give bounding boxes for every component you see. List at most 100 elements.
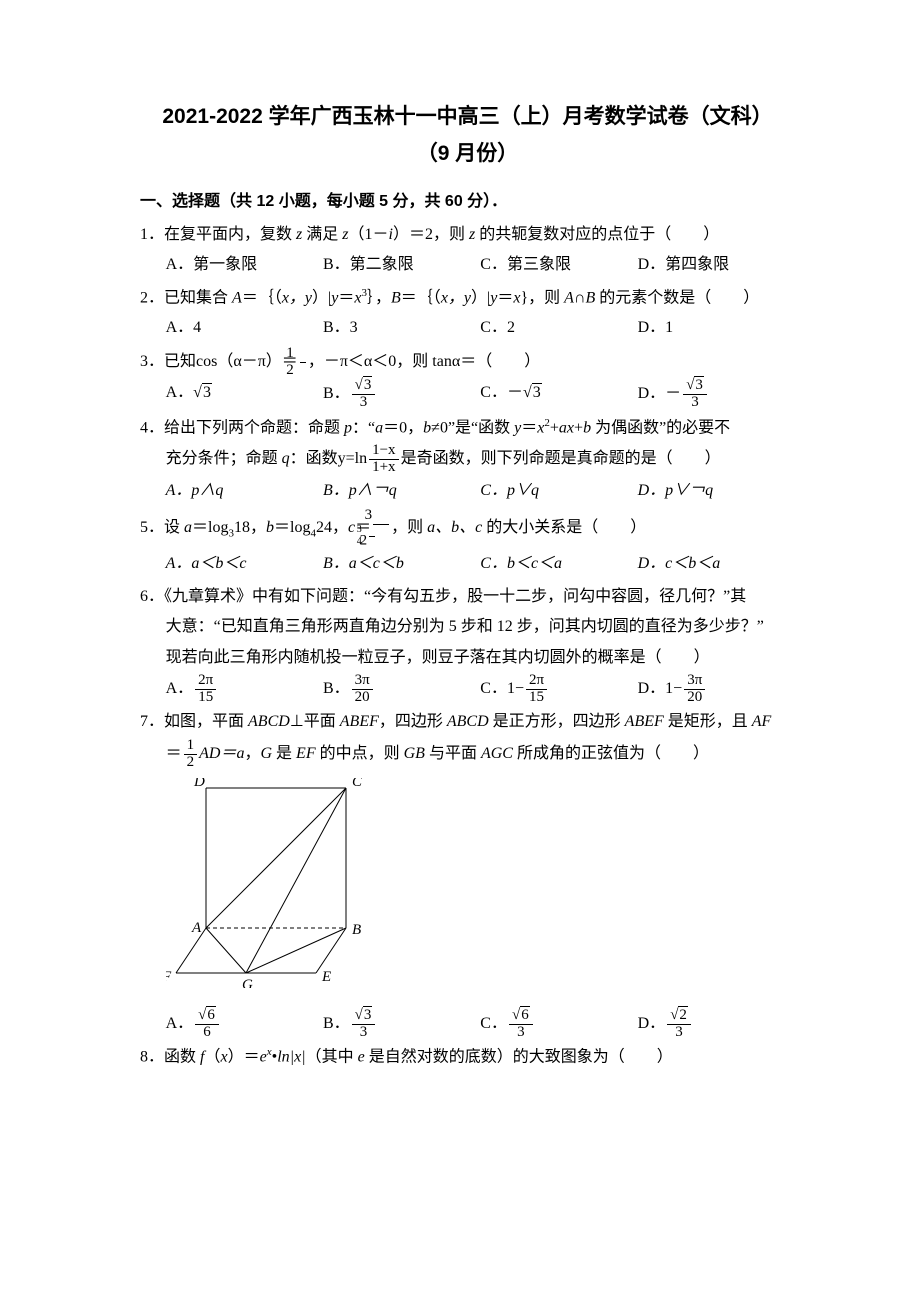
geometry-diagram: DCABFGE bbox=[166, 778, 376, 988]
q5-choice-a[interactable]: A．a＜b＜c bbox=[166, 549, 323, 579]
q7c-frac: 63 bbox=[509, 1008, 533, 1041]
q6-choice-a[interactable]: A．2π15 bbox=[166, 673, 323, 706]
q5-expfrac: 34 bbox=[369, 525, 375, 547]
q7-abcd1: ABCD bbox=[248, 713, 290, 730]
q3b-frac: 33 bbox=[352, 378, 376, 411]
q5-ed: 4 bbox=[369, 537, 375, 548]
q1-choice-d[interactable]: D．第四象限 bbox=[638, 250, 795, 280]
q2-choice-d[interactable]: D．1 bbox=[638, 313, 795, 343]
q2-t4: ｝， bbox=[367, 289, 391, 306]
q6b-d: 20 bbox=[352, 690, 373, 706]
q1-stem: 1．在复平面内，复数 z 满足 z（1－i）＝2，则 z 的共轭复数对应的点位于… bbox=[140, 220, 795, 250]
q3d-frac: 33 bbox=[683, 378, 707, 411]
q5-a: a bbox=[184, 520, 192, 537]
exam-title-line1: 2021-2022 学年广西玉林十一中高三（上）月考数学试卷（文科） bbox=[140, 100, 795, 134]
q4-choice-c[interactable]: C．p∨q bbox=[480, 476, 637, 506]
q7-stem-2: ＝12AD＝a，G 是 EF 的中点，则 GB 与平面 AGC 所成角的正弦值为… bbox=[140, 738, 795, 771]
q5-log4: log bbox=[290, 520, 310, 537]
q3-choice-c[interactable]: C．－3 bbox=[480, 378, 637, 411]
q3-choice-b[interactable]: B．33 bbox=[323, 378, 480, 411]
q7-choice-c[interactable]: C．63 bbox=[480, 1008, 637, 1041]
q6-choices: A．2π15 B．3π20 C．1−2π15 D．1−3π20 bbox=[140, 673, 795, 706]
q4-t6: 充分条件；命题 bbox=[166, 450, 282, 467]
q3d-den: 3 bbox=[683, 395, 707, 411]
q3b-sqrt: 3 bbox=[355, 378, 373, 394]
q4-stem-2: 充分条件；命题 q：函数y=ln1−x1+x是奇函数，则下列命题是真命题的是（ … bbox=[140, 443, 795, 476]
q6c-n: 2π bbox=[526, 673, 547, 690]
q1-choice-a[interactable]: A．第一象限 bbox=[166, 250, 323, 280]
q3c-sqrt: 3 bbox=[523, 378, 542, 408]
q7-abef2: ABEF bbox=[625, 713, 664, 730]
question-8: 8．函数 f（x）＝ex•ln|x|（其中 e 是自然对数的底数）的大致图象为（… bbox=[140, 1042, 795, 1073]
q1-number: 1． bbox=[140, 226, 164, 243]
q7-gb: GB bbox=[404, 745, 425, 762]
q7-perp: ⊥ bbox=[290, 713, 304, 730]
q3-stem: 3．已知cos（α－π）＝12，－π＜α＜0，则 tanα＝（ ） bbox=[140, 346, 795, 379]
q2-choice-b[interactable]: B．3 bbox=[323, 313, 480, 343]
q3b-num: 3 bbox=[352, 378, 376, 395]
q3-t1: 已知cos（α－π）＝ bbox=[164, 353, 298, 370]
q1-choice-b[interactable]: B．第二象限 bbox=[323, 250, 480, 280]
q5-en: 3 bbox=[369, 525, 375, 537]
q6b-n: 3π bbox=[352, 673, 373, 690]
q8-t1: 函数 bbox=[164, 1049, 200, 1066]
q7c-den: 3 bbox=[509, 1025, 533, 1041]
q8-e2: e bbox=[358, 1049, 365, 1066]
q7d-num: 2 bbox=[667, 1008, 691, 1025]
q7-t6: ， bbox=[244, 745, 260, 762]
q6-choice-d[interactable]: D．1−3π20 bbox=[638, 673, 795, 706]
q4-choice-d[interactable]: D．p∨￢q bbox=[638, 476, 795, 506]
q7-t4: 是正方形，四边形 bbox=[489, 713, 625, 730]
q6-choice-b[interactable]: B．3π20 bbox=[323, 673, 480, 706]
q6-stem-2: 大意：“已知直角三角形两直角边分别为 5 步和 12 步，问其内切圆的直径为多少… bbox=[140, 612, 795, 642]
q2-B: B bbox=[391, 289, 401, 306]
q7-ad: AD bbox=[199, 745, 220, 762]
q3-choice-a[interactable]: A．3 bbox=[166, 378, 323, 411]
q1-choice-c[interactable]: C．第三象限 bbox=[480, 250, 637, 280]
q4-p: p bbox=[344, 419, 352, 436]
q6-choice-c[interactable]: C．1−2π15 bbox=[480, 673, 637, 706]
q4-q: q bbox=[282, 450, 290, 467]
q4-choices: A．p∧q B．p∧￢q C．p∨q D．p∨￢q bbox=[140, 476, 795, 506]
q4-stem-1: 4．给出下列两个命题：命题 p：“a＝0，b≠0”是“函数 y＝x2+ax+b … bbox=[140, 413, 795, 444]
q4-fden: 1+x bbox=[369, 460, 398, 476]
q1-t5: 的共轭复数对应的点位于（ ） bbox=[475, 226, 719, 243]
q7-abcd2: ABCD bbox=[447, 713, 489, 730]
q4-choice-b[interactable]: B．p∧￢q bbox=[323, 476, 480, 506]
q1-t4: ）＝2，则 bbox=[393, 226, 469, 243]
q4-choice-a[interactable]: A．p∧q bbox=[166, 476, 323, 506]
q5-t2: ，则 bbox=[391, 520, 427, 537]
q2-choices: A．4 B．3 C．2 D．1 bbox=[140, 313, 795, 343]
q5-18: 18， bbox=[234, 520, 266, 537]
q2-xy1: x，y bbox=[282, 289, 312, 306]
q5-choice-d[interactable]: D．c＜b＜a bbox=[638, 549, 795, 579]
q4-p1: + bbox=[550, 419, 559, 436]
q7-stem-1: 7．如图，平面 ABCD⊥平面 ABEF，四边形 ABCD 是正方形，四边形 A… bbox=[140, 707, 795, 737]
q4-frac: 1−x1+x bbox=[369, 443, 398, 476]
q4-eq: ＝ bbox=[521, 419, 537, 436]
q5-choice-b[interactable]: B．a＜c＜b bbox=[323, 549, 480, 579]
q3-choice-d[interactable]: D．－33 bbox=[638, 378, 795, 411]
q2-choice-a[interactable]: A．4 bbox=[166, 313, 323, 343]
q7d-frac: 23 bbox=[667, 1008, 691, 1041]
q3b-rad: 3 bbox=[363, 376, 373, 393]
q7-choice-a[interactable]: A．66 bbox=[166, 1008, 323, 1041]
q5-choice-c[interactable]: C．b＜c＜a bbox=[480, 549, 637, 579]
q6b-frac: 3π20 bbox=[352, 673, 373, 706]
question-1: 1．在复平面内，复数 z 满足 z（1－i）＝2，则 z 的共轭复数对应的点位于… bbox=[140, 220, 795, 281]
q7a-pre: A． bbox=[166, 1015, 194, 1032]
q7c-num: 6 bbox=[509, 1008, 533, 1025]
q2-cap: A∩B bbox=[564, 289, 595, 306]
q5-frac: 3234 bbox=[373, 508, 389, 549]
q7-choice-b[interactable]: B．33 bbox=[323, 1008, 480, 1041]
q7-choice-d[interactable]: D．23 bbox=[638, 1008, 795, 1041]
q2-t5: ＝｛（ bbox=[401, 289, 441, 306]
q3-choices: A．3 B．33 C．－3 D．－33 bbox=[140, 378, 795, 411]
q2-xy2: x，y bbox=[441, 289, 471, 306]
q2-choice-c[interactable]: C．2 bbox=[480, 313, 637, 343]
q3-fd: 2 bbox=[300, 363, 306, 379]
question-7: 7．如图，平面 ABCD⊥平面 ABEF，四边形 ABCD 是正方形，四边形 A… bbox=[140, 707, 795, 1040]
q6a-d: 15 bbox=[195, 690, 216, 706]
q7a-sqrt: 6 bbox=[198, 1008, 216, 1024]
q7-fd: 2 bbox=[184, 755, 198, 771]
